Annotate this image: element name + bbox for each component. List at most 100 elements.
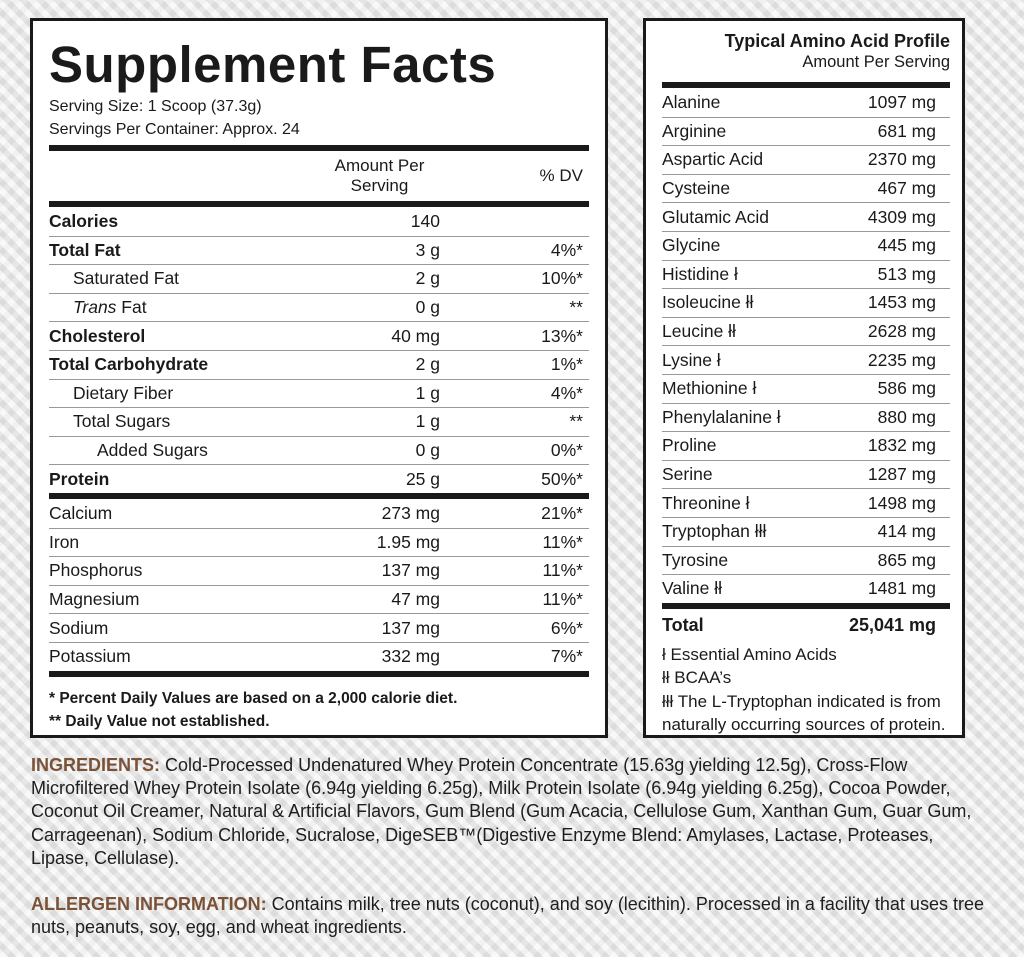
- amino-row: Glutamic Acid 4309 mg: [662, 202, 950, 231]
- amino-row: Valine łł 1481 mg: [662, 574, 950, 603]
- dv: 1%*: [550, 354, 583, 375]
- dv: 11%*: [542, 589, 583, 610]
- amount: 0 g: [415, 297, 440, 318]
- table-row: Magnesium 47 mg 11%*: [49, 584, 589, 614]
- amount: 1.95 mg: [376, 531, 440, 552]
- amino-name: Isoleucine łł: [662, 292, 754, 313]
- table-row: Total Carbohydrate 2 g 1%*: [49, 349, 589, 379]
- amount: 3 g: [415, 239, 440, 260]
- note-essential: ł Essential Amino Acids: [662, 644, 837, 664]
- col-amount: Amount Per Serving: [334, 156, 425, 195]
- amount: 47 mg: [391, 589, 440, 610]
- dv: 7%*: [550, 646, 583, 667]
- amino-value: 445 mg: [877, 235, 936, 256]
- dv: 6%*: [550, 617, 583, 638]
- nutrient-name: Saturated Fat: [73, 268, 180, 289]
- table-row: Cholesterol 40 mg 13%*: [49, 321, 589, 350]
- dv: 11%*: [542, 560, 583, 581]
- amino-name: Lysine ł: [662, 349, 721, 370]
- trans-italic: Trans: [73, 297, 117, 318]
- amino-value: 2370 mg: [867, 149, 936, 170]
- table-row: Dietary Fiber 1 g 4%*: [49, 378, 589, 408]
- servings-per-container: Servings Per Container: Approx. 24: [49, 121, 300, 138]
- amino-name: Phenylalanine ł: [662, 406, 781, 427]
- amount: 2 g: [415, 268, 440, 289]
- amount: 1 g: [415, 411, 440, 432]
- amino-value: 467 mg: [877, 178, 936, 199]
- table-row: Total Fat 3 g 4%*: [49, 235, 589, 265]
- amino-name: Arginine: [662, 120, 727, 141]
- divider: [49, 670, 589, 677]
- dv: 11%*: [542, 531, 583, 552]
- amino-value: 1287 mg: [867, 464, 936, 485]
- amount: 137 mg: [381, 617, 440, 638]
- ingredients-label: INGREDIENTS:: [31, 755, 161, 775]
- amino-name: Proline: [662, 435, 717, 456]
- amino-value: 2235 mg: [867, 349, 936, 370]
- amino-name: Tryptophan łłł: [662, 521, 767, 542]
- amino-name: Valine łł: [662, 578, 722, 599]
- amino-value: 681 mg: [877, 120, 936, 141]
- dv: 0%*: [550, 440, 583, 461]
- amino-name: Tyrosine: [662, 549, 729, 570]
- nutrient-name: Total Carbohydrate: [49, 354, 209, 375]
- mineral-table: Calcium 273 mg 21%* Iron 1.95 mg 11%* Phosph…: [49, 499, 589, 671]
- amino-name: Threonine ł: [662, 492, 750, 513]
- amino-row: Phenylalanine ł 880 mg: [662, 402, 950, 432]
- amount: 332 mg: [381, 646, 440, 667]
- dv: 50%*: [541, 468, 583, 489]
- nutrient-name: Iron: [49, 531, 80, 552]
- table-row: Saturated Fat 2 g 10%*: [49, 264, 589, 293]
- amino-row: Threonine ł 1498 mg: [662, 488, 950, 517]
- table-row: Phosphorus 137 mg 11%*: [49, 556, 589, 585]
- table-row: Sodium 137 mg 6%*: [49, 613, 589, 642]
- allergen-label: ALLERGEN INFORMATION:: [31, 894, 267, 915]
- table-row: Calcium 273 mg 21%*: [49, 499, 589, 528]
- nutrient-name: Total Sugars: [73, 411, 171, 432]
- amino-row: Cysteine 467 mg: [662, 173, 950, 203]
- total-value: 25,041 mg: [848, 615, 936, 636]
- dv: **: [569, 411, 583, 432]
- amino-value: 2628 mg: [867, 321, 936, 342]
- ingredients-text: Cold-Processed Undenatured Whey Protein …: [31, 755, 972, 868]
- table-row: Potassium 332 mg 7%*: [49, 641, 589, 671]
- amino-row: Aspartic Acid 2370 mg: [662, 145, 950, 174]
- divider: [662, 602, 950, 609]
- amino-name: Glycine: [662, 235, 721, 256]
- amino-value: 880 mg: [877, 406, 936, 427]
- table-row: Iron 1.95 mg 11%*: [49, 527, 589, 557]
- nutrient-name: Protein: [49, 468, 110, 489]
- amino-row: Tyrosine 865 mg: [662, 545, 950, 575]
- amino-name: Glutamic Acid: [662, 206, 769, 227]
- amino-value: 586 mg: [877, 378, 936, 399]
- table-row: Calories 140: [49, 207, 589, 236]
- amount: 2 g: [415, 354, 440, 375]
- supplement-facts-panel: Supplement Facts Serving Size: 1 Scoop (…: [30, 18, 608, 738]
- amino-name: Histidine ł: [662, 263, 738, 284]
- nutrient-name: Trans Fat: [49, 297, 319, 318]
- nutrient-name: Sodium: [49, 617, 109, 638]
- amount: 40 mg: [391, 325, 440, 346]
- table-row: Trans Fat 0 g **: [49, 292, 589, 322]
- nutrient-name: Dietary Fiber: [73, 382, 174, 403]
- amino-value: 1481 mg: [867, 578, 936, 599]
- amount: 25 g: [405, 468, 440, 489]
- table-row: Protein 25 g 50%*: [49, 464, 589, 493]
- note-tryptophan: łłł The L-Tryptophan indicated is from n…: [662, 691, 946, 735]
- amino-value: 414 mg: [877, 521, 936, 542]
- nutrient-name: Cholesterol: [49, 325, 146, 346]
- nutrient-name: Total Fat: [49, 239, 121, 260]
- allergen-info: ALLERGEN INFORMATION: Contains milk, tre…: [31, 893, 991, 939]
- amino-name: Cysteine: [662, 178, 731, 199]
- dv: 13%*: [541, 325, 583, 346]
- table-row: Total Sugars 1 g **: [49, 407, 589, 436]
- divider: [49, 145, 589, 151]
- dv: **: [569, 297, 583, 318]
- ingredients-section: INGREDIENTS: Cold-Processed Undenatured …: [31, 754, 991, 939]
- dv: 4%*: [550, 382, 583, 403]
- amino-row: Lysine ł 2235 mg: [662, 345, 950, 374]
- amino-value: 513 mg: [877, 263, 936, 284]
- nutrient-table: Calories 140 Total Fat 3 g 4%* Saturated Fa…: [49, 207, 589, 493]
- amino-name: Leucine łł: [662, 321, 736, 342]
- amino-notes: ł Essential Amino Acids łł BCAA’s łłł Th…: [662, 643, 950, 737]
